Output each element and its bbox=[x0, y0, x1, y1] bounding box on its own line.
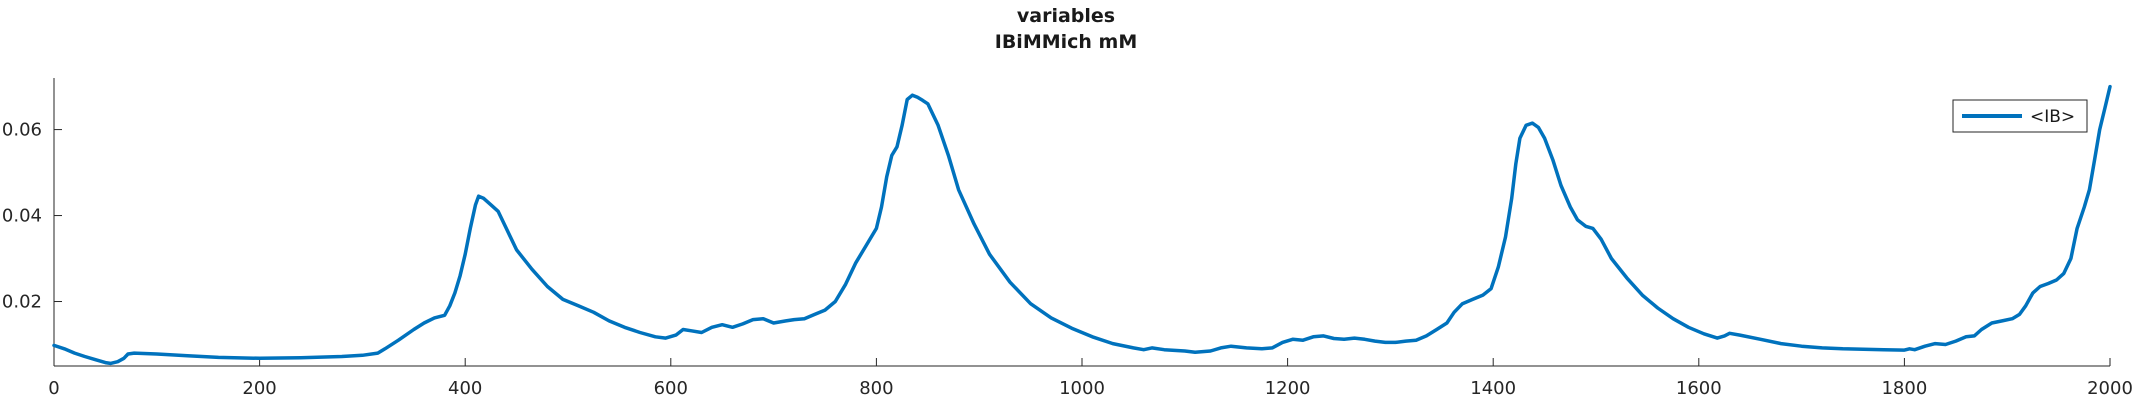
x-tick-label: 0 bbox=[48, 378, 59, 399]
y-tick-label: 0.06 bbox=[2, 120, 42, 141]
x-tick-label: 600 bbox=[654, 378, 688, 399]
chart-subtitle: IBiMMich mM bbox=[995, 31, 1138, 53]
x-tick-label: 2000 bbox=[2087, 378, 2133, 399]
axes bbox=[53, 78, 2110, 367]
x-tick-label: 400 bbox=[448, 378, 482, 399]
x-tick-label: 1600 bbox=[1676, 378, 1722, 399]
y-tick-label: 0.02 bbox=[2, 292, 42, 313]
x-tick-label: 1800 bbox=[1881, 378, 1927, 399]
x-tick-label: 1400 bbox=[1470, 378, 1516, 399]
axis-ticks: 0 200 400 600 800 1000 1200 1400 1600 1800 2000 0.0… bbox=[2, 120, 2133, 399]
series-group bbox=[52, 84, 2112, 366]
chart-title: variables bbox=[1017, 5, 1115, 27]
x-tick-label: 800 bbox=[859, 378, 893, 399]
legend[interactable]: <IB> bbox=[1952, 99, 2088, 133]
series-line-ib bbox=[52, 84, 2112, 366]
legend-label: <IB> bbox=[2030, 107, 2075, 127]
x-tick-label: 1200 bbox=[1265, 378, 1311, 399]
x-tick-label: 1000 bbox=[1059, 378, 1105, 399]
x-tick-label: 200 bbox=[242, 378, 276, 399]
y-tick-label: 0.04 bbox=[2, 206, 42, 227]
